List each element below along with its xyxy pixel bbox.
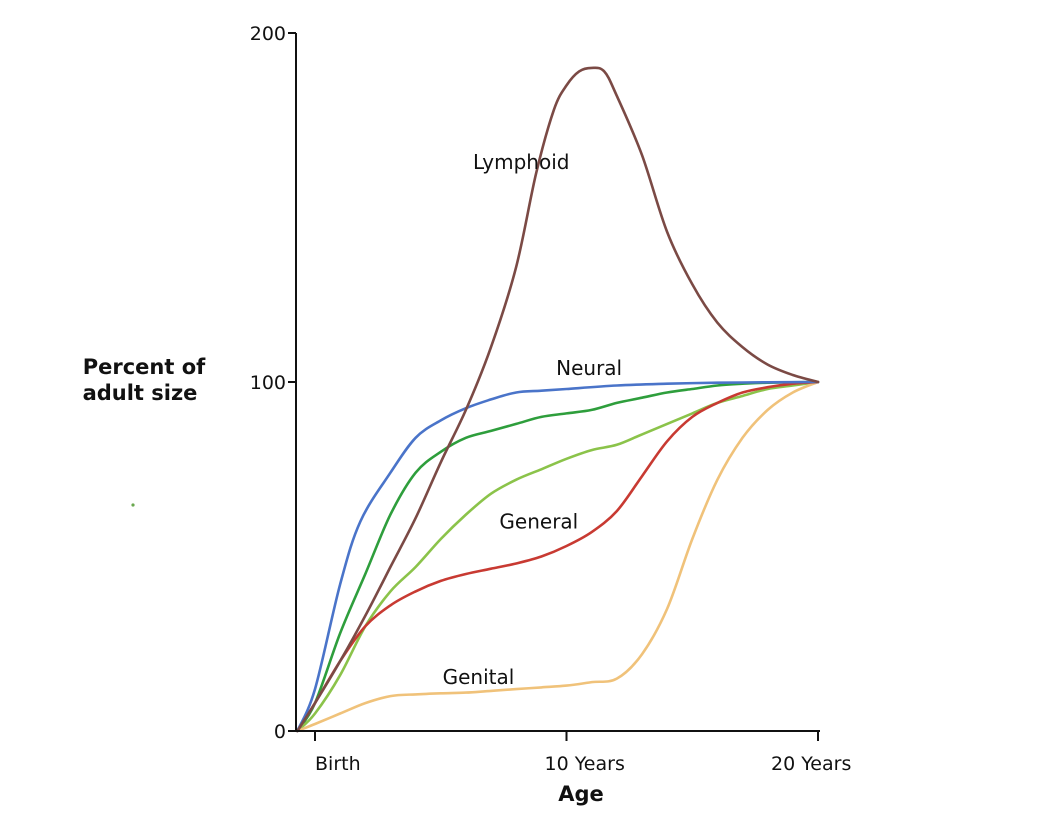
- y-tick-label-0: 0: [274, 721, 286, 743]
- series-line-lymphoid: [296, 66, 820, 733]
- series-label-lymphoid: Lymphoid: [473, 150, 569, 174]
- series-line-neural: [296, 380, 820, 733]
- ticks-layer: 0 100 200 Birth 10 Years 20 Years: [250, 23, 852, 775]
- stray-dot: [131, 503, 135, 507]
- series-label-neural: Neural: [556, 356, 622, 380]
- series-label-genital: Genital: [443, 665, 515, 689]
- series-line-unlabeled-3: [296, 380, 820, 733]
- y-tick-label-100: 100: [250, 372, 286, 394]
- series-line-unlabeled-2: [296, 380, 820, 733]
- series-layer: [296, 66, 820, 733]
- y-axis-title-line-2: adult size: [83, 381, 198, 405]
- y-tick-label-200: 200: [250, 23, 286, 45]
- series-line-general: [296, 380, 820, 733]
- x-axis-title: Age: [558, 782, 604, 806]
- x-tick-label-10: 10 Years: [545, 753, 625, 775]
- x-tick-label-0: Birth: [315, 753, 361, 775]
- x-tick-label-20: 20 Years: [771, 753, 851, 775]
- y-axis-title-line-1: Percent of: [83, 355, 206, 379]
- series-labels-layer: Lymphoid Neural General Genital: [443, 150, 623, 689]
- series-line-genital: [296, 380, 820, 733]
- series-label-general: General: [499, 510, 578, 534]
